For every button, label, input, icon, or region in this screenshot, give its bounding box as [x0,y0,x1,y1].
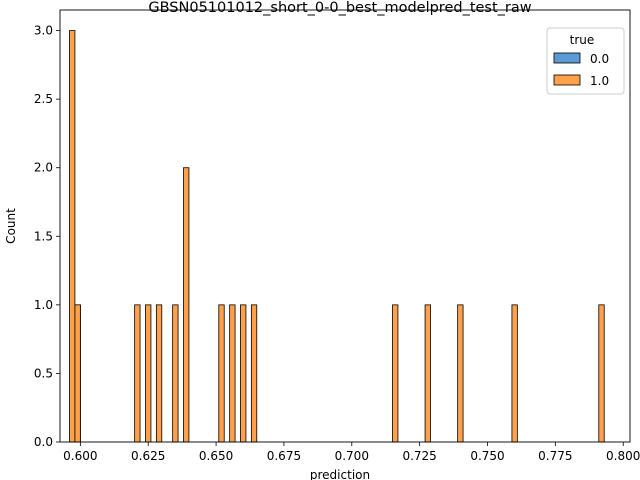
y-tick-label: 0.5 [34,366,53,380]
x-tick-label: 0.675 [267,449,301,463]
bar-series-1-bin-8 [229,304,236,443]
legend-swatch-1 [553,74,581,86]
plot-frame [59,9,631,443]
x-axis-ticks: 0.600 0.625 0.650 0.675 0.700 0.725 0.750 0.775… [63,442,640,463]
bars-layer [69,30,605,443]
bar-series-1-bin-14 [511,304,518,443]
bar-series-1-bin-3 [145,304,152,443]
bar-series-1-bin-5 [172,304,179,443]
legend-label-0: 0.0 [590,52,609,66]
bar-series-1-bin-2 [134,304,141,443]
y-tick-label: 3.0 [34,24,53,38]
bar-series-1-bin-13 [457,304,464,443]
bar-series-1-bin-11 [392,304,399,443]
x-tick-label: 0.600 [63,449,97,463]
bar-series-1-bin-7 [218,304,225,443]
legend-title: true [570,33,595,47]
x-axis-label: prediction [310,468,370,480]
legend: true 0.0 1.0 [546,27,625,95]
x-tick-label: 0.625 [131,449,165,463]
y-axis-label: Count [4,208,18,244]
x-tick-label: 0.775 [538,449,572,463]
x-tick-label: 0.700 [335,449,369,463]
bar-series-1-bin-6 [183,167,190,443]
bar-series-1-bin-12 [424,304,431,443]
x-tick-label: 0.750 [470,449,504,463]
x-tick-label: 0.650 [199,449,233,463]
y-tick-label: 1.0 [34,298,53,312]
y-tick-label: 2.5 [34,92,53,106]
bar-series-1-bin-0 [69,30,76,443]
bar-series-1-bin-10 [250,304,258,443]
x-tick-label: 0.800 [606,449,640,463]
x-tick-label: 0.725 [402,449,436,463]
y-tick-label: 2.0 [34,161,53,175]
bar-series-1-bin-4 [155,304,163,443]
bar-series-1-bin-1 [74,304,81,443]
y-axis-ticks: 0.0 0.5 1.0 1.5 2.0 2.5 3.0 [34,24,60,449]
y-tick-label: 0.0 [34,435,53,449]
legend-swatch-0 [553,52,581,64]
bar-series-1-bin-9 [240,304,247,443]
legend-label-1: 1.0 [590,74,609,88]
chart-title: GBSN05101012_short_0-0_best_modelpred_te… [148,0,531,16]
bar-series-1-bin-15 [598,304,605,443]
y-tick-label: 1.5 [34,229,53,243]
